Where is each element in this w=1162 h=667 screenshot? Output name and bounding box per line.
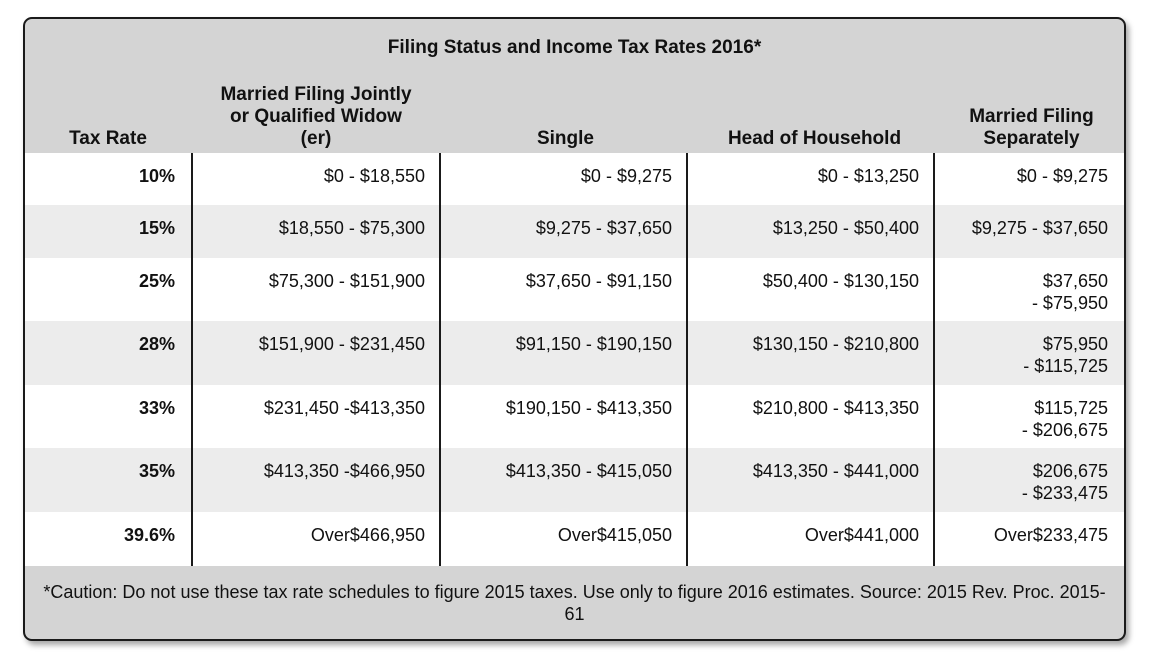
cell-hoh: $413,350 - $441,000 [686, 448, 933, 512]
cell-mfs-line-2: - $75,950 [1031, 293, 1108, 313]
cell-mfs-line-1: $9,275 - $37,650 [971, 218, 1108, 238]
cell-single: $190,150 - $413,350 [439, 385, 686, 448]
cell-mfj: $413,350 -$466,950 [191, 448, 439, 512]
cell-mfs-line-2: - $233,475 [1021, 483, 1108, 503]
cell-single: $9,275 - $37,650 [439, 205, 686, 258]
header-tax-rate-label: Tax Rate [69, 128, 147, 149]
cell-mfs-line-1: $75,950 [1042, 334, 1108, 354]
tax-rate-table: Filing Status and Income Tax Rates 2016*… [23, 17, 1126, 641]
cell-hoh: $50,400 - $130,150 [686, 258, 933, 321]
cell-hoh: $13,250 - $50,400 [686, 205, 933, 258]
cell-mfs-line-2: - $206,675 [1021, 420, 1108, 440]
header-mfs-line-2: Separately [983, 128, 1080, 149]
cell-single: $0 - $9,275 [439, 153, 686, 205]
table-row: 28% $151,900 - $231,450 $91,150 - $190,1… [25, 321, 1124, 385]
cell-mfs-line-1: $206,675 [1032, 461, 1108, 481]
cell-tax-rate: 28% [138, 334, 175, 354]
cell-mfs-line-1: $37,650 [1042, 271, 1108, 291]
cell-tax-rate: 25% [138, 271, 175, 291]
cell-single: Over$415,050 [439, 512, 686, 566]
table-row: 25% $75,300 - $151,900 $37,650 - $91,150… [25, 258, 1124, 321]
cell-single: $413,350 - $415,050 [439, 448, 686, 512]
cell-mfs-line-1: $0 - $9,275 [1016, 166, 1108, 186]
header-tax-rate: Tax Rate [25, 75, 191, 153]
cell-mfj: $151,900 - $231,450 [191, 321, 439, 385]
cell-mfs: $9,275 - $37,650 [933, 205, 1124, 258]
header-single-label: Single [536, 128, 594, 149]
cell-single: $91,150 - $190,150 [439, 321, 686, 385]
cell-hoh: $130,150 - $210,800 [686, 321, 933, 385]
header-mfj-line-2: or Qualified Widow [230, 106, 402, 127]
cell-mfj: $231,450 -$413,350 [191, 385, 439, 448]
cell-mfs: $75,950- $115,725 [933, 321, 1124, 385]
cell-mfs-line-2: - $115,725 [1023, 356, 1108, 376]
cell-hoh: $210,800 - $413,350 [686, 385, 933, 448]
cell-hoh: $0 - $13,250 [686, 153, 933, 205]
header-married-filing-jointly: Married Filing Jointly or Qualified Wido… [191, 75, 441, 153]
cell-tax-rate: 35% [138, 461, 175, 481]
cell-tax-rate: 33% [138, 398, 175, 418]
header-mfj-line-1: Married Filing Jointly [220, 84, 412, 105]
cell-tax-rate: 10% [138, 166, 175, 186]
header-mfj-label: Married Filing Jointly or Qualified Wido… [220, 84, 411, 150]
cell-single: $37,650 - $91,150 [439, 258, 686, 321]
cell-tax-rate: 15% [138, 218, 175, 238]
cell-mfs: $115,725- $206,675 [933, 385, 1124, 448]
cell-mfs-line-1: $115,725 [1034, 398, 1108, 418]
cell-mfs-line-1: Over$233,475 [993, 525, 1108, 545]
header-mfs-label: Married Filing Separately [969, 106, 1094, 150]
cell-hoh: Over$441,000 [686, 512, 933, 566]
header-married-filing-separately: Married Filing Separately [939, 75, 1124, 153]
cell-mfs: $206,675- $233,475 [933, 448, 1124, 512]
cell-mfj: $18,550 - $75,300 [191, 205, 439, 258]
table-row: 33% $231,450 -$413,350 $190,150 - $413,3… [25, 385, 1124, 448]
table-title: Filing Status and Income Tax Rates 2016* [387, 37, 762, 58]
cell-mfs: Over$233,475 [933, 512, 1124, 566]
cell-mfj: $0 - $18,550 [191, 153, 439, 205]
table-row: 39.6% Over$466,950 Over$415,050 Over$441… [25, 512, 1124, 566]
cell-mfj: $75,300 - $151,900 [191, 258, 439, 321]
header-mfj-line-3: (er) [300, 128, 332, 149]
table-row: 35% $413,350 -$466,950 $413,350 - $415,0… [25, 448, 1124, 512]
header-hoh-label: Head of Household [727, 128, 902, 149]
table-row: 15% $18,550 - $75,300 $9,275 - $37,650 $… [25, 205, 1124, 258]
header-head-of-household: Head of Household [690, 75, 939, 153]
cell-mfj: Over$466,950 [191, 512, 439, 566]
table-row: 10% $0 - $18,550 $0 - $9,275 $0 - $13,25… [25, 153, 1124, 205]
header-single: Single [441, 75, 690, 153]
header-mfs-line-1: Married Filing [969, 106, 1094, 127]
cell-tax-rate: 39.6% [123, 525, 175, 545]
caution-footnote: *Caution: Do not use these tax rate sche… [43, 582, 1106, 624]
cell-mfs: $0 - $9,275 [933, 153, 1124, 205]
cell-mfs: $37,650- $75,950 [933, 258, 1124, 321]
